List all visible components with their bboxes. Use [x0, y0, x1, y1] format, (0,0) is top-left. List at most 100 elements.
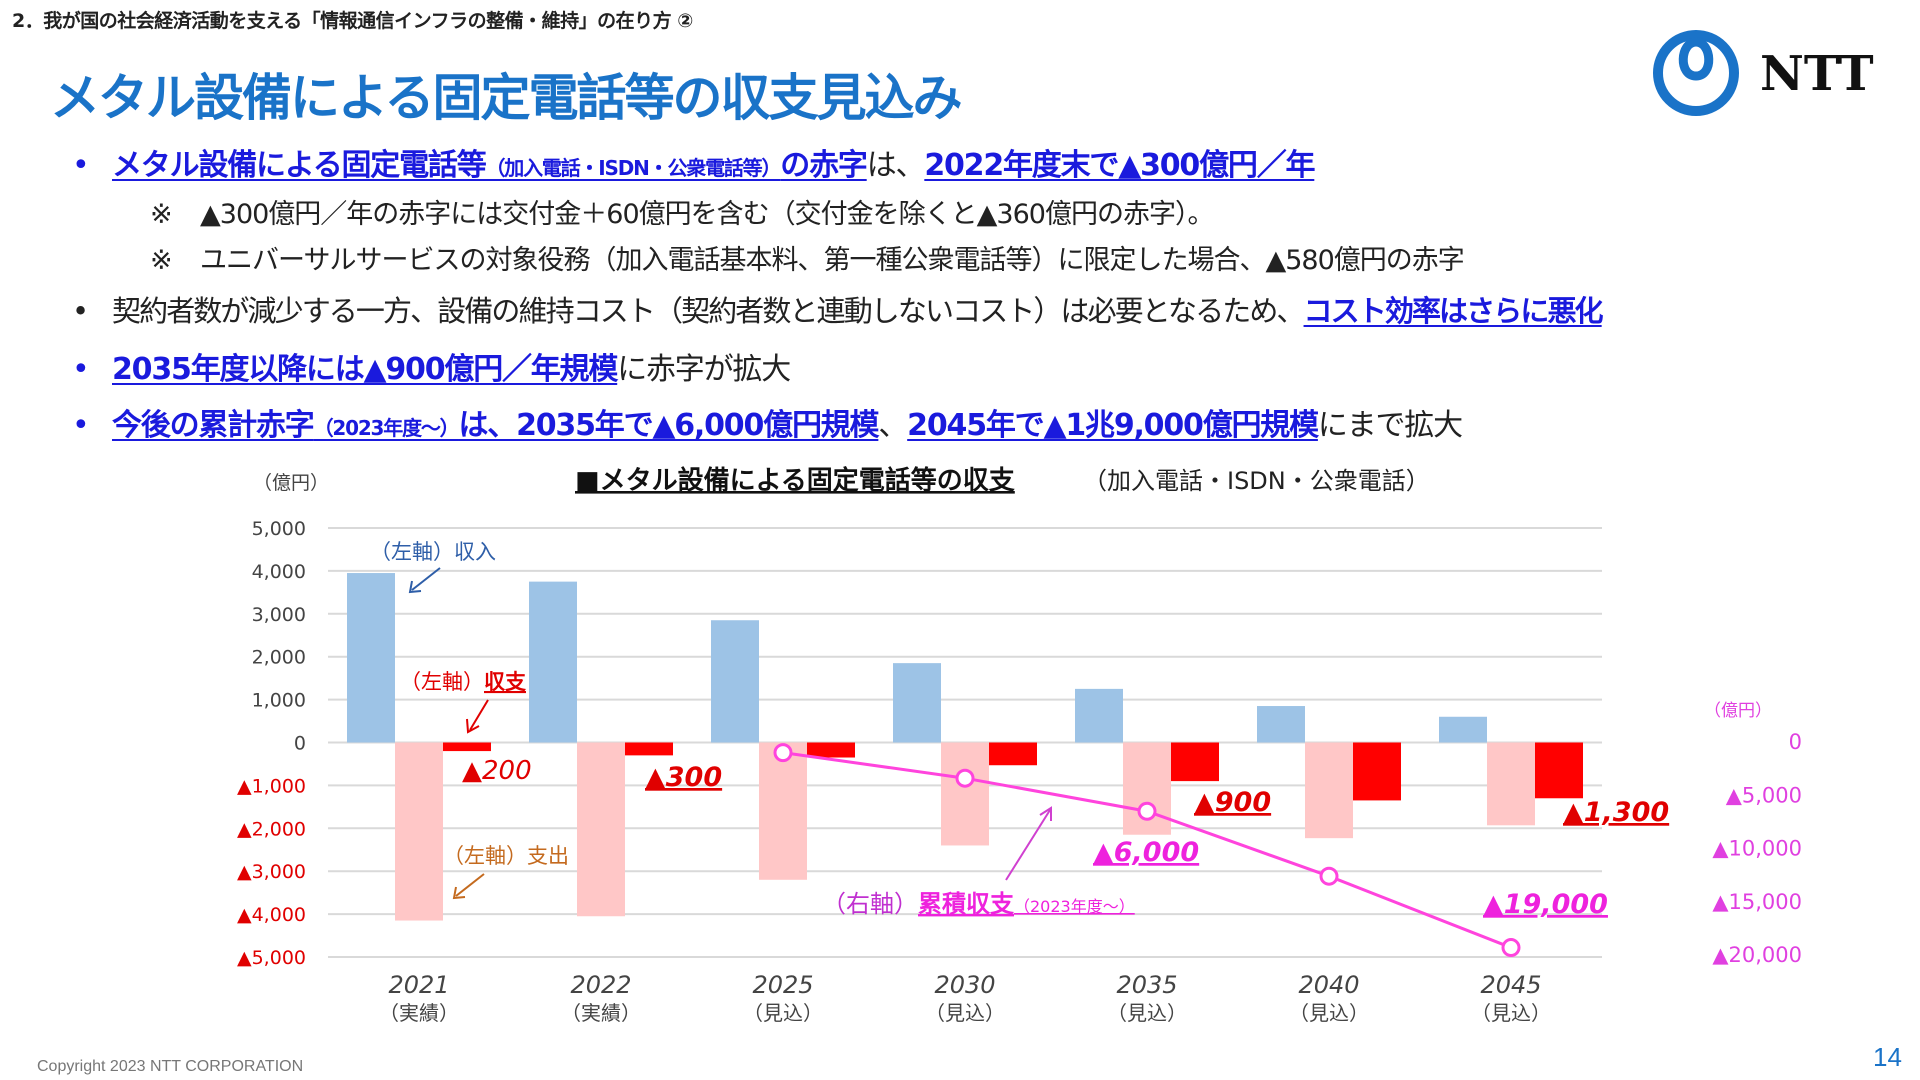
left-axis-tick-label: ▲5,000	[237, 947, 306, 969]
left-axis-tick-label: 1,000	[252, 690, 306, 712]
note-2: ※ ユニバーサルサービスの対象役務（加入電話基本料、第一種公衆電話等）に限定した場…	[150, 238, 1465, 277]
cumulative-marker-2025	[773, 743, 793, 763]
bar-収支-2025	[807, 742, 855, 758]
right-axis-tick-label: ▲5,000	[1726, 783, 1802, 807]
data-label-balance-2035: ▲900	[1194, 787, 1271, 818]
bar-収入-2030	[893, 663, 941, 743]
cumulative-marker-2030	[955, 768, 975, 788]
bar-収支-2030	[989, 742, 1037, 766]
x-axis-sublabel: （見込）	[1289, 1001, 1369, 1025]
right-axis-tick-label: ▲10,000	[1712, 837, 1802, 861]
bullet-2-emph: コスト効率はさらに悪化	[1303, 294, 1604, 328]
section-header: 2．我が国の社会経済活動を支える「情報通信インフラの整備・維持」の在り方 ②	[12, 10, 693, 32]
x-axis-label: 2040	[1298, 971, 1359, 999]
x-axis-sublabel: （見込）	[925, 1001, 1005, 1025]
bar-収入-2021	[347, 573, 395, 743]
income-annotation: （左軸）収入	[370, 540, 496, 564]
left-axis-tick-label: 5,000	[252, 518, 306, 540]
balance-annotation-label: 収支	[484, 670, 527, 694]
ntt-logo-mark-icon: NTT	[1653, 30, 1874, 116]
bar-収入-2045	[1439, 716, 1487, 743]
x-axis-label: 2045	[1480, 971, 1541, 999]
left-axis-tick-label: 2,000	[252, 647, 306, 669]
expense-annotation: （左軸）支出	[443, 844, 569, 868]
x-axis-sublabel: （見込）	[1471, 1001, 1551, 1025]
bullet-dot: •	[72, 148, 90, 183]
income-arrow-icon	[408, 567, 441, 594]
note-mark: ※	[150, 245, 173, 276]
bullet-1-mid: は、	[866, 148, 926, 183]
cumulative-marker-2035	[1137, 801, 1157, 821]
bar-収支-2022	[625, 742, 673, 756]
note-mark: ※	[150, 199, 173, 230]
left-axis-tick-label: 4,000	[252, 561, 306, 583]
left-axis-tick-label: ▲3,000	[237, 861, 306, 883]
bullet-1-emph-small: （加入電話・ISDN・公衆電話等）	[485, 156, 782, 180]
balance-arrow-icon	[466, 699, 489, 734]
right-axis-tick-label: 0	[1789, 730, 1802, 754]
note-1: ※ ▲300億円／年の赤字には交付金＋60億円を含む（交付金を除くと▲360億円の…	[150, 192, 1214, 231]
bar-収入-2025	[711, 620, 759, 743]
bar-支出-2045	[1487, 742, 1535, 826]
x-axis-label: 2030	[934, 971, 995, 999]
data-label-balance-2022: ▲300	[645, 762, 722, 793]
chart-subtitle: （加入電話・ISDN・公衆電話）	[1083, 467, 1430, 495]
cumulative-annotation-label: 累積収支	[918, 890, 1015, 918]
bullet-3-emph: 2035年度以降には▲900億円／年規模	[112, 352, 618, 387]
left-axis-tick-label: 0	[294, 733, 306, 755]
right-axis-tick-label: ▲20,000	[1712, 943, 1802, 967]
cumulative-annotation-prefix: （右軸）	[822, 890, 918, 918]
bar-支出-2040	[1305, 742, 1353, 839]
page-number: 14	[1873, 1042, 1902, 1072]
bullet-4-emph-small: （2023年度～）	[313, 416, 460, 440]
cumulative-annotation: （右軸）累積収支（2023年度～）	[822, 890, 1135, 918]
cumulative-arrow-icon	[1005, 806, 1052, 881]
cumulative-marker-2040	[1319, 866, 1339, 886]
bullet-dot: •	[72, 352, 90, 387]
right-axis-tick-label: ▲15,000	[1712, 890, 1802, 914]
bullet-4-text: にまで拡大	[1317, 408, 1463, 443]
bar-収入-2040	[1257, 706, 1305, 743]
data-label-cumulative-2035: ▲6,000	[1093, 837, 1199, 868]
x-axis-label: 2021	[388, 971, 449, 999]
data-label-cumulative-2045: ▲19,000	[1483, 889, 1608, 920]
data-label-balance-2045: ▲1,300	[1563, 797, 1669, 828]
bar-収入-2022	[529, 581, 577, 743]
bar-収支-2035	[1171, 742, 1219, 782]
bullet-4: • 今後の累計赤字（2023年度～）は、2035年で▲6,000億円規模、2045…	[72, 400, 1463, 444]
page-title: メタル設備による固定電話等の収支見込み	[50, 69, 962, 127]
line-layer	[773, 743, 1521, 958]
bar-支出-2021	[395, 742, 443, 921]
bullet-4-emph-text: 今後の累計赤字	[112, 408, 315, 443]
balance-annotation: （左軸）収支	[400, 670, 527, 694]
bullet-4-emph-text-2: は、2035年で▲6,000億円規模	[458, 408, 879, 443]
left-axis-tick-label: 3,000	[252, 604, 306, 626]
balance-annotation-prefix: （左軸）	[400, 670, 484, 694]
bar-収支-2045	[1535, 742, 1583, 799]
note-text: ▲300億円／年の赤字には交付金＋60億円を含む（交付金を除くと▲360億円の赤…	[200, 199, 1214, 230]
bullet-2: • 契約者数が減少する一方、設備の維持コスト（契約者数と連動しないコスト）は必要と…	[72, 288, 1604, 330]
bullet-dot: •	[72, 294, 89, 328]
x-axis-sublabel: （実績）	[561, 1001, 641, 1025]
left-axis-tick-label: ▲4,000	[237, 904, 306, 926]
bar-layer	[347, 573, 1583, 921]
bar-収入-2035	[1075, 688, 1123, 743]
left-axis-unit: （億円）	[253, 472, 329, 494]
expense-arrow-icon	[452, 873, 485, 900]
ntt-logo: NTT	[1650, 28, 1880, 118]
bullet-1: • メタル設備による固定電話等（加入電話・ISDN・公衆電話等）の赤字は、2022…	[72, 140, 1316, 184]
chart-title: ■メタル設備による固定電話等の収支	[575, 465, 1015, 496]
left-axis-tick-label: ▲1,000	[237, 775, 306, 797]
data-label-balance-2021: ▲200	[462, 756, 532, 786]
bullet-3-text: に赤字が拡大	[617, 352, 791, 387]
income-annotation-prefix: （左軸）	[370, 540, 454, 564]
bar-支出-2025	[759, 742, 807, 880]
logo-text: NTT	[1760, 46, 1874, 102]
right-axis-unit: （億円）	[1704, 701, 1772, 721]
bar-支出-2030	[941, 742, 989, 846]
bullet-4-sep: 、	[878, 408, 908, 443]
x-axis-label: 2025	[752, 971, 813, 999]
bullet-1-emph-end: の赤字	[780, 148, 868, 183]
cumulative-marker-2045	[1501, 938, 1521, 958]
copyright: Copyright 2023 NTT CORPORATION	[37, 1058, 304, 1075]
